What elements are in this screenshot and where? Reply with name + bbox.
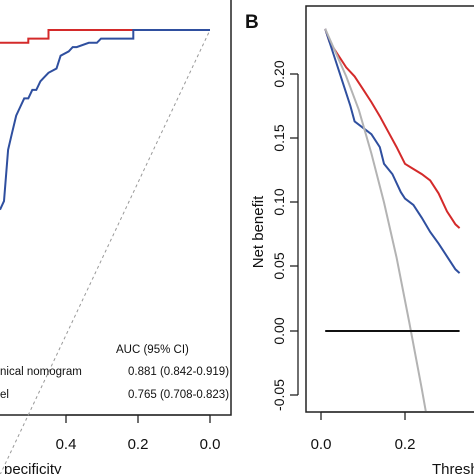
roc-curve-model bbox=[0, 29, 210, 211]
legend-label-model: el bbox=[0, 389, 9, 401]
y-tick-label: -0.05 bbox=[271, 379, 287, 411]
x-axis-title: Thresh bbox=[432, 461, 474, 474]
panel-a: AUC (95% CI) nical nomogram 0.881 (0.842… bbox=[0, 0, 232, 474]
y-tick-label: 0.00 bbox=[271, 317, 287, 344]
x-tick-label: 0.0 bbox=[311, 436, 332, 453]
panel-a-plot-area bbox=[0, 29, 211, 474]
panel-b-y-axis: -0.05 0.00 0.05 0.10 0.15 0.20 Net benef… bbox=[250, 60, 299, 411]
decision-curve-red bbox=[324, 28, 461, 229]
x-tick-label: 0.4 bbox=[56, 436, 77, 453]
legend-value-model: 0.765 (0.708-0.823) bbox=[128, 389, 229, 401]
legend-label-clinical-nomogram: nical nomogram bbox=[0, 366, 82, 378]
panel-a-x-axis: 0.4 0.2 0.0 pecificity bbox=[4, 414, 221, 474]
x-tick-label: 0.2 bbox=[128, 436, 149, 453]
roc-curve-clinical-nomogram bbox=[0, 29, 210, 44]
panel-a-legend: AUC (95% CI) nical nomogram 0.881 (0.842… bbox=[0, 344, 229, 401]
reference-diagonal bbox=[0, 29, 211, 474]
x-tick-label: 0.0 bbox=[200, 436, 221, 453]
panel-b: B -0.05 0.00 0.05 0.10 0.15 0.20 Net ben… bbox=[245, 5, 474, 474]
legend-header: AUC (95% CI) bbox=[116, 344, 189, 356]
legend-value-clinical-nomogram: 0.881 (0.842-0.919) bbox=[128, 366, 229, 378]
panel-b-x-axis: 0.0 0.2 Thresh bbox=[311, 411, 474, 474]
treat-all-curve bbox=[324, 28, 427, 411]
x-tick-label: 0.2 bbox=[395, 436, 416, 453]
y-tick-label: 0.20 bbox=[271, 60, 287, 87]
panel-letter: B bbox=[245, 12, 259, 33]
y-tick-label: 0.05 bbox=[271, 252, 287, 279]
decision-curve-blue bbox=[324, 28, 461, 274]
y-axis-title: Net benefit bbox=[250, 195, 267, 268]
y-tick-label: 0.15 bbox=[271, 124, 287, 151]
x-axis-title: pecificity bbox=[4, 461, 62, 474]
y-tick-label: 0.10 bbox=[271, 188, 287, 215]
panel-b-plot-frame bbox=[305, 5, 474, 413]
panel-b-plot-area bbox=[324, 28, 461, 411]
